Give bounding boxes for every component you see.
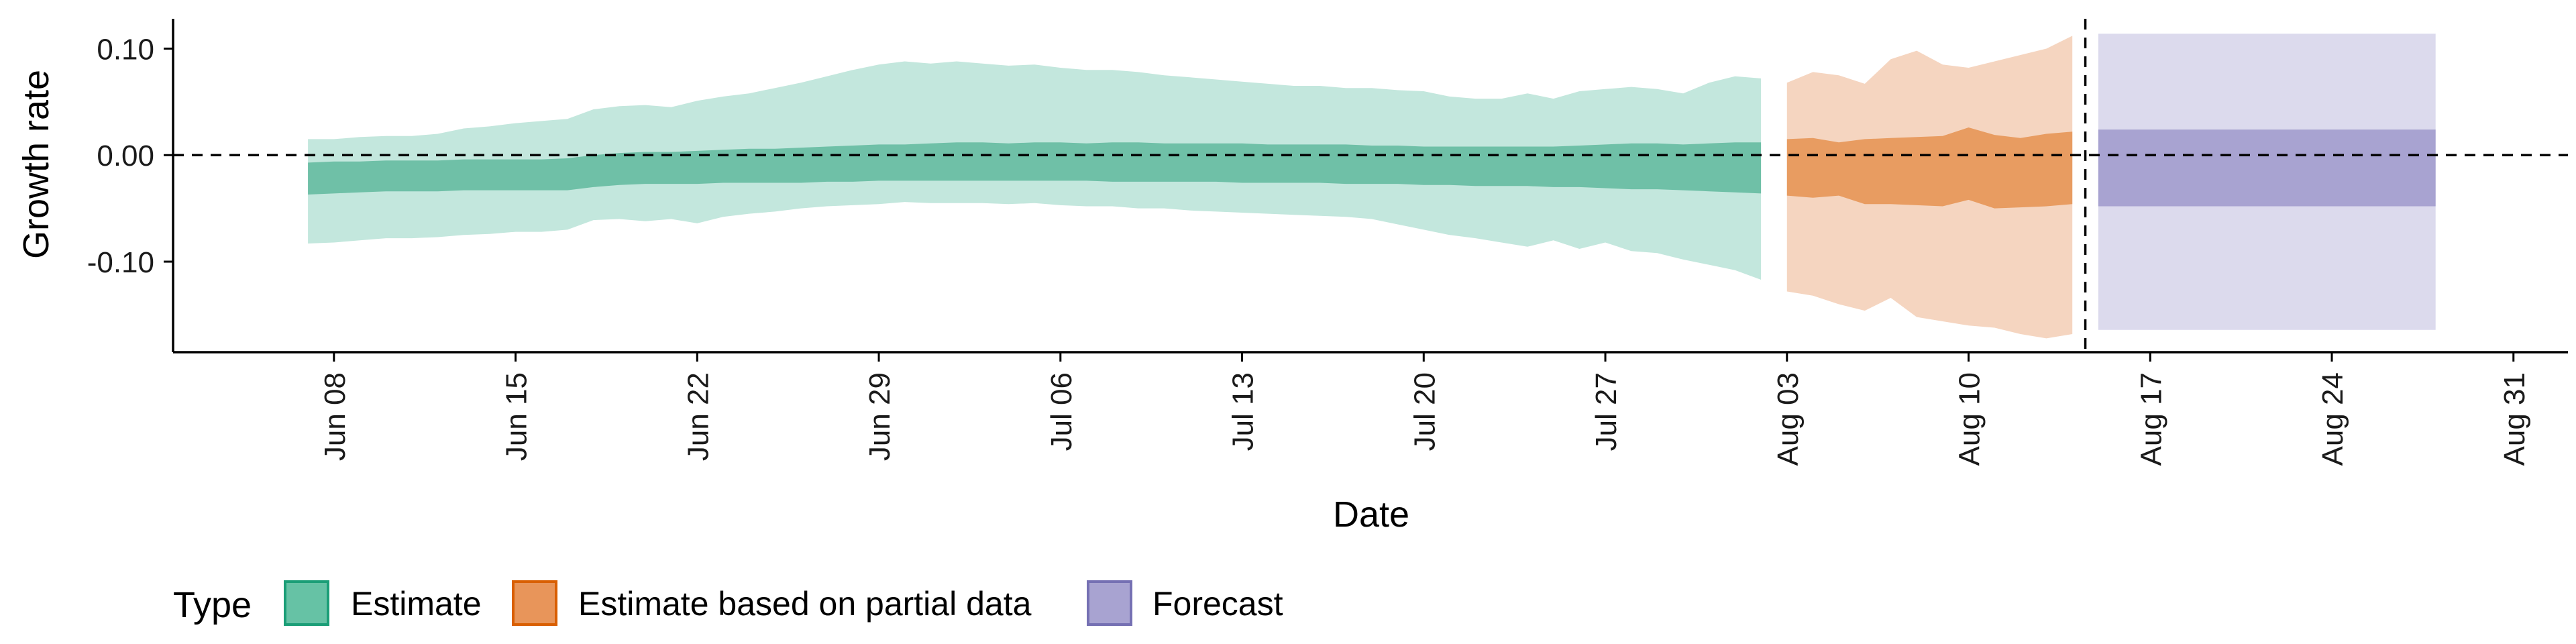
y-tick-label: -0.10 <box>87 246 154 279</box>
x-tick-label: Jun 29 <box>863 372 896 461</box>
x-tick-label: Jun 15 <box>500 372 533 461</box>
x-tick-label: Jun 22 <box>682 372 714 461</box>
legend-key-estimate-based-on-partial-data <box>512 580 557 626</box>
x-tick-label: Jul 27 <box>1590 372 1623 451</box>
legend-key-estimate <box>284 580 329 626</box>
forecast-inner-band <box>2098 129 2436 207</box>
x-tick-label: Aug 10 <box>1953 372 1986 466</box>
legend-key-forecast <box>1087 580 1132 626</box>
x-tick-label: Jul 20 <box>1408 372 1441 451</box>
x-tick-label: Aug 03 <box>1772 372 1805 466</box>
x-tick-label: Aug 31 <box>2498 372 2531 466</box>
estimate-based-on-partial-data-inner-band <box>1786 127 2073 209</box>
x-tick-label: Jul 06 <box>1045 372 1078 451</box>
x-tick-label: Aug 17 <box>2135 372 2167 466</box>
reference-lines <box>173 19 2568 352</box>
x-tick-label: Jul 13 <box>1227 372 1260 451</box>
x-axis-title: Date <box>1333 494 1409 535</box>
legend-label-forecast: Forecast <box>1152 585 1283 623</box>
x-tick-label: Jun 08 <box>319 372 352 461</box>
y-tick-label: 0.10 <box>97 33 154 66</box>
ribbon-layer <box>308 34 2436 339</box>
y-axis-title: Growth rate <box>16 70 56 259</box>
legend-label-estimate: Estimate <box>351 585 482 623</box>
axes: 0.10 0.00 -0.10 Jun 08 Jun 15 Jun 22 Jun 29 Jul… <box>87 19 2568 466</box>
y-tick-label: 0.00 <box>97 140 154 172</box>
x-tick-label: Aug 24 <box>2316 372 2349 466</box>
legend-label-estimate-based-on-partial-data: Estimate based on partial data <box>578 585 1032 623</box>
legend-title: Type <box>173 585 252 625</box>
legend: Type Estimate Estimate based on partial d… <box>173 580 1283 626</box>
